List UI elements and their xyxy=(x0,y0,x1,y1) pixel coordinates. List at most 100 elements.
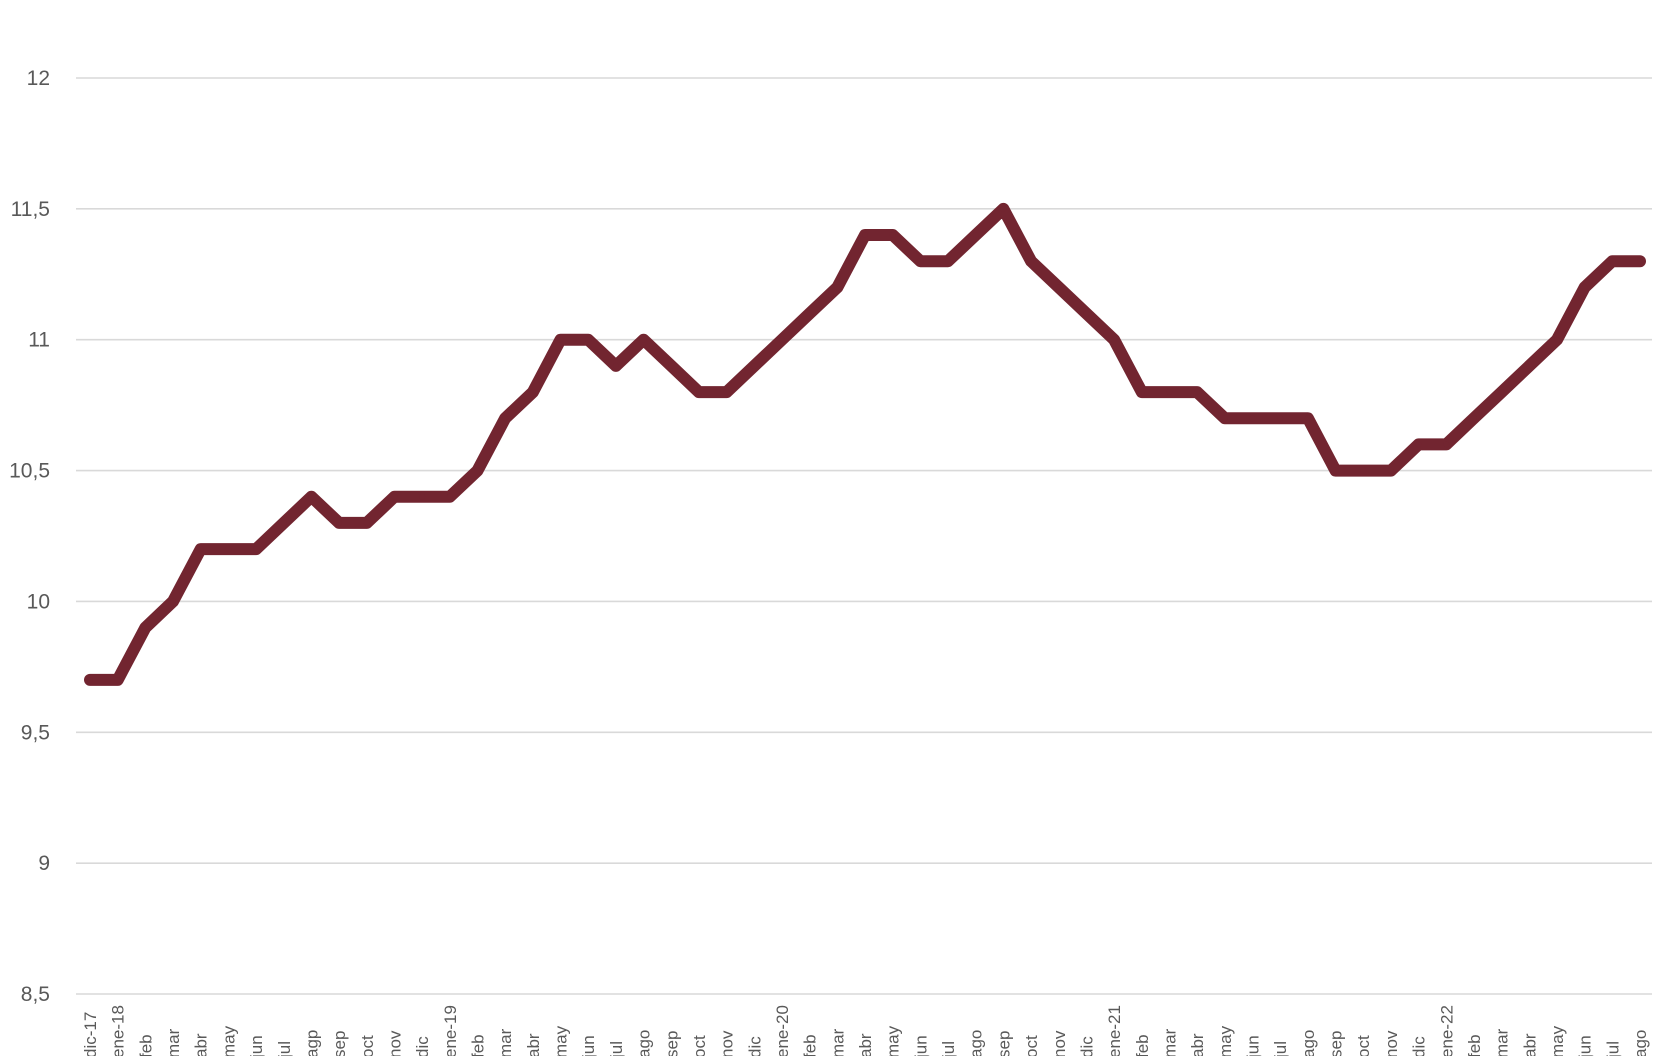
data-point xyxy=(225,546,232,553)
data-point xyxy=(1360,467,1367,474)
x-tick-label: jul xyxy=(1271,1041,1290,1056)
data-point xyxy=(1581,284,1588,291)
data-point xyxy=(308,493,315,500)
y-axis-ticks: 8,5 9 9,5 10 10,5 11 11,5 12 xyxy=(9,67,50,1006)
x-tick-label: ago xyxy=(1631,1030,1650,1056)
x-tick-label: abr xyxy=(856,1033,875,1056)
data-point xyxy=(889,232,896,239)
y-tick-label: 11,5 xyxy=(11,198,50,221)
x-tick-label: oct xyxy=(690,1035,709,1056)
y-tick-label: 10,5 xyxy=(9,460,50,483)
series-line xyxy=(84,202,1646,686)
x-tick-label: oct xyxy=(1354,1035,1373,1056)
data-point xyxy=(197,546,204,553)
data-point xyxy=(529,389,536,396)
data-point xyxy=(391,493,398,500)
data-point xyxy=(253,546,260,553)
data-point xyxy=(862,232,868,239)
x-tick-label: feb xyxy=(136,1034,155,1056)
data-point xyxy=(114,676,121,683)
x-tick-label: ene-22 xyxy=(1437,1005,1456,1056)
data-point xyxy=(1166,389,1173,396)
x-tick-label: sep xyxy=(330,1031,349,1056)
x-tick-label: ago xyxy=(967,1030,986,1056)
data-point xyxy=(668,362,675,369)
x-tick-label: ene-21 xyxy=(1105,1005,1124,1056)
data-point xyxy=(917,258,924,265)
data-point xyxy=(640,336,647,343)
x-tick-label: sep xyxy=(1327,1031,1346,1056)
data-point xyxy=(474,467,481,474)
x-tick-label: mar xyxy=(496,1028,515,1056)
data-point xyxy=(723,389,730,396)
y-tick-label: 9 xyxy=(38,852,50,875)
x-tick-label: dic-17 xyxy=(81,1012,100,1056)
x-tick-label: nov xyxy=(718,1030,737,1056)
data-point xyxy=(945,258,952,265)
data-point xyxy=(1609,258,1616,265)
data-point xyxy=(1277,415,1284,422)
data-point xyxy=(778,336,785,343)
x-tick-label: may xyxy=(1548,1025,1567,1056)
x-tick-label: jun xyxy=(1576,1035,1595,1056)
data-point xyxy=(142,624,149,631)
y-tick-label: 9,5 xyxy=(21,721,50,744)
x-tick-label: agp xyxy=(302,1030,321,1056)
x-tick-label: abr xyxy=(524,1033,543,1056)
data-point xyxy=(1304,415,1311,422)
data-point xyxy=(1637,258,1643,265)
x-tick-label: jun xyxy=(1244,1035,1263,1056)
x-tick-label: nov xyxy=(1382,1030,1401,1056)
y-tick-label: 8,5 xyxy=(21,983,50,1006)
x-tick-label: jul xyxy=(1603,1041,1622,1056)
data-point xyxy=(1249,415,1256,422)
y-tick-label: 11 xyxy=(28,329,50,352)
x-tick-label: jun xyxy=(247,1035,266,1056)
x-tick-label: mar xyxy=(1160,1028,1179,1056)
data-point xyxy=(502,415,509,422)
x-tick-label: feb xyxy=(1133,1034,1152,1056)
data-point xyxy=(1221,415,1228,422)
x-tick-label: jul xyxy=(275,1041,294,1056)
data-point xyxy=(280,519,287,526)
data-point xyxy=(336,519,343,526)
x-tick-label: ene-18 xyxy=(109,1005,128,1056)
x-tick-label: abr xyxy=(1188,1033,1207,1056)
x-tick-label: oct xyxy=(1022,1035,1041,1056)
x-tick-label: feb xyxy=(801,1034,820,1056)
x-tick-label: oct xyxy=(358,1035,377,1056)
data-point xyxy=(87,676,93,683)
data-point xyxy=(1000,205,1007,212)
data-point xyxy=(419,493,426,500)
x-tick-label: dic xyxy=(745,1036,764,1056)
x-tick-label: jul xyxy=(939,1041,958,1056)
data-point xyxy=(612,362,619,369)
data-point xyxy=(446,493,453,500)
x-tick-label: may xyxy=(219,1025,238,1056)
x-tick-label: sep xyxy=(662,1031,681,1056)
x-tick-label: abr xyxy=(192,1033,211,1056)
data-point xyxy=(557,336,564,343)
x-tick-label: ago xyxy=(1299,1030,1318,1056)
data-point xyxy=(1553,336,1560,343)
data-point xyxy=(1443,441,1450,448)
x-tick-label: ago xyxy=(635,1030,654,1056)
x-tick-label: jun xyxy=(579,1035,598,1056)
data-point xyxy=(972,232,979,239)
x-tick-label: abr xyxy=(1520,1033,1539,1056)
data-point xyxy=(1083,310,1090,317)
data-point xyxy=(1055,284,1062,291)
x-tick-label: ene-20 xyxy=(773,1005,792,1056)
data-point xyxy=(1111,336,1118,343)
data-point xyxy=(806,310,813,317)
x-tick-label: may xyxy=(552,1025,571,1056)
gridlines xyxy=(76,77,1652,995)
series-layer xyxy=(84,202,1646,686)
x-tick-label: jul xyxy=(607,1041,626,1056)
data-point xyxy=(1470,415,1477,422)
x-tick-label: feb xyxy=(469,1034,488,1056)
x-tick-label: sep xyxy=(994,1031,1013,1056)
y-tick-label: 12 xyxy=(27,67,50,90)
data-point xyxy=(1194,389,1201,396)
